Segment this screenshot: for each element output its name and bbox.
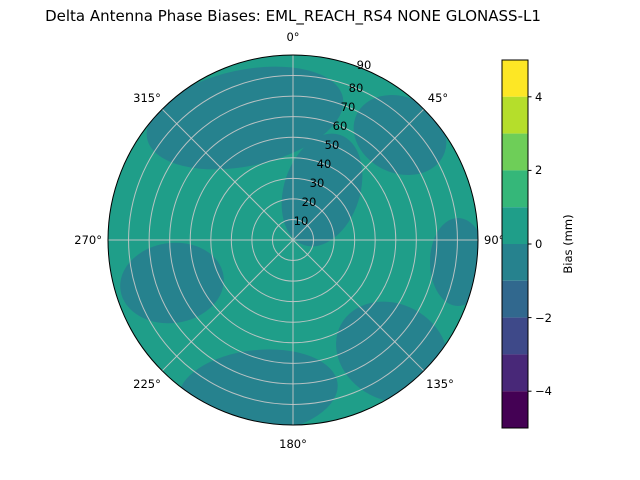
- r-tick-labels: 10 20 30 40 50 60 70 80 90: [294, 58, 372, 228]
- colorbar-segment: [502, 170, 528, 208]
- r-tick-label: 40: [317, 157, 332, 171]
- r-tick-label: 50: [325, 138, 340, 152]
- colorbar-tick-label: 4: [535, 90, 542, 104]
- colorbar-segment: [502, 207, 528, 244]
- bias-patch: [120, 242, 224, 324]
- colorbar-segment: [502, 354, 528, 392]
- theta-tick-labels: 0° 45° 90° 135° 180° 225° 270° 315°: [74, 30, 504, 451]
- colorbar-segment: [502, 317, 528, 355]
- colorbar-segment: [502, 96, 528, 134]
- theta-tick-label-270: 270°: [74, 233, 102, 247]
- r-tick-label: 90: [357, 58, 372, 72]
- chart-title: Delta Antenna Phase Biases: EML_REACH_RS…: [45, 7, 541, 26]
- theta-gridline: [292, 108, 425, 241]
- colorbar-segment: [502, 60, 528, 97]
- plot-border: [107, 54, 479, 426]
- colorbar-tick-label: 2: [535, 163, 542, 177]
- bias-patch: [353, 95, 447, 175]
- theta-tick-label-90: 90°: [484, 233, 504, 247]
- colorbar-segments: [502, 60, 528, 428]
- colorbar-segment: [502, 391, 528, 428]
- colorbar-segment: [502, 244, 528, 281]
- r-tick-label: 80: [349, 81, 364, 95]
- theta-tick-label-225: 225°: [133, 377, 161, 391]
- colorbar-tick-labels: 4 2 0 −2 −4: [535, 90, 552, 398]
- colorbar-tick-label: −2: [535, 311, 552, 325]
- polar-plot: 10 20 30 40 50 60 70 80 90 0° 45° 90° 13…: [74, 30, 504, 451]
- r-tick-label: 30: [310, 176, 325, 190]
- colorbar-tick-label: 0: [535, 237, 542, 251]
- r-tick-label: 60: [333, 119, 348, 133]
- r-tick-label: 10: [294, 214, 309, 228]
- colorbar-segment: [502, 280, 528, 318]
- colorbar-axis-label: Bias (mm): [561, 214, 575, 273]
- r-tick-label: 70: [341, 100, 356, 114]
- theta-gridline: [161, 108, 294, 241]
- theta-tick-label-0: 0°: [286, 30, 299, 44]
- bias-patch: [146, 66, 344, 170]
- theta-tick-label-135: 135°: [426, 377, 454, 391]
- theta-gridline: [161, 239, 294, 372]
- r-tick-label: 20: [302, 195, 317, 209]
- colorbar-tick-label: −4: [535, 384, 552, 398]
- colorbar: 4 2 0 −2 −4 Bias (mm): [501, 59, 575, 429]
- theta-tick-label-180: 180°: [279, 437, 307, 451]
- theta-tick-label-45: 45°: [428, 91, 448, 105]
- colorbar-ticks: [528, 96, 532, 392]
- theta-gridline: [292, 239, 425, 372]
- bias-patch: [281, 133, 363, 247]
- theta-tick-label-315: 315°: [133, 91, 161, 105]
- colorbar-segment: [502, 133, 528, 171]
- theta-gridlines: [108, 55, 478, 425]
